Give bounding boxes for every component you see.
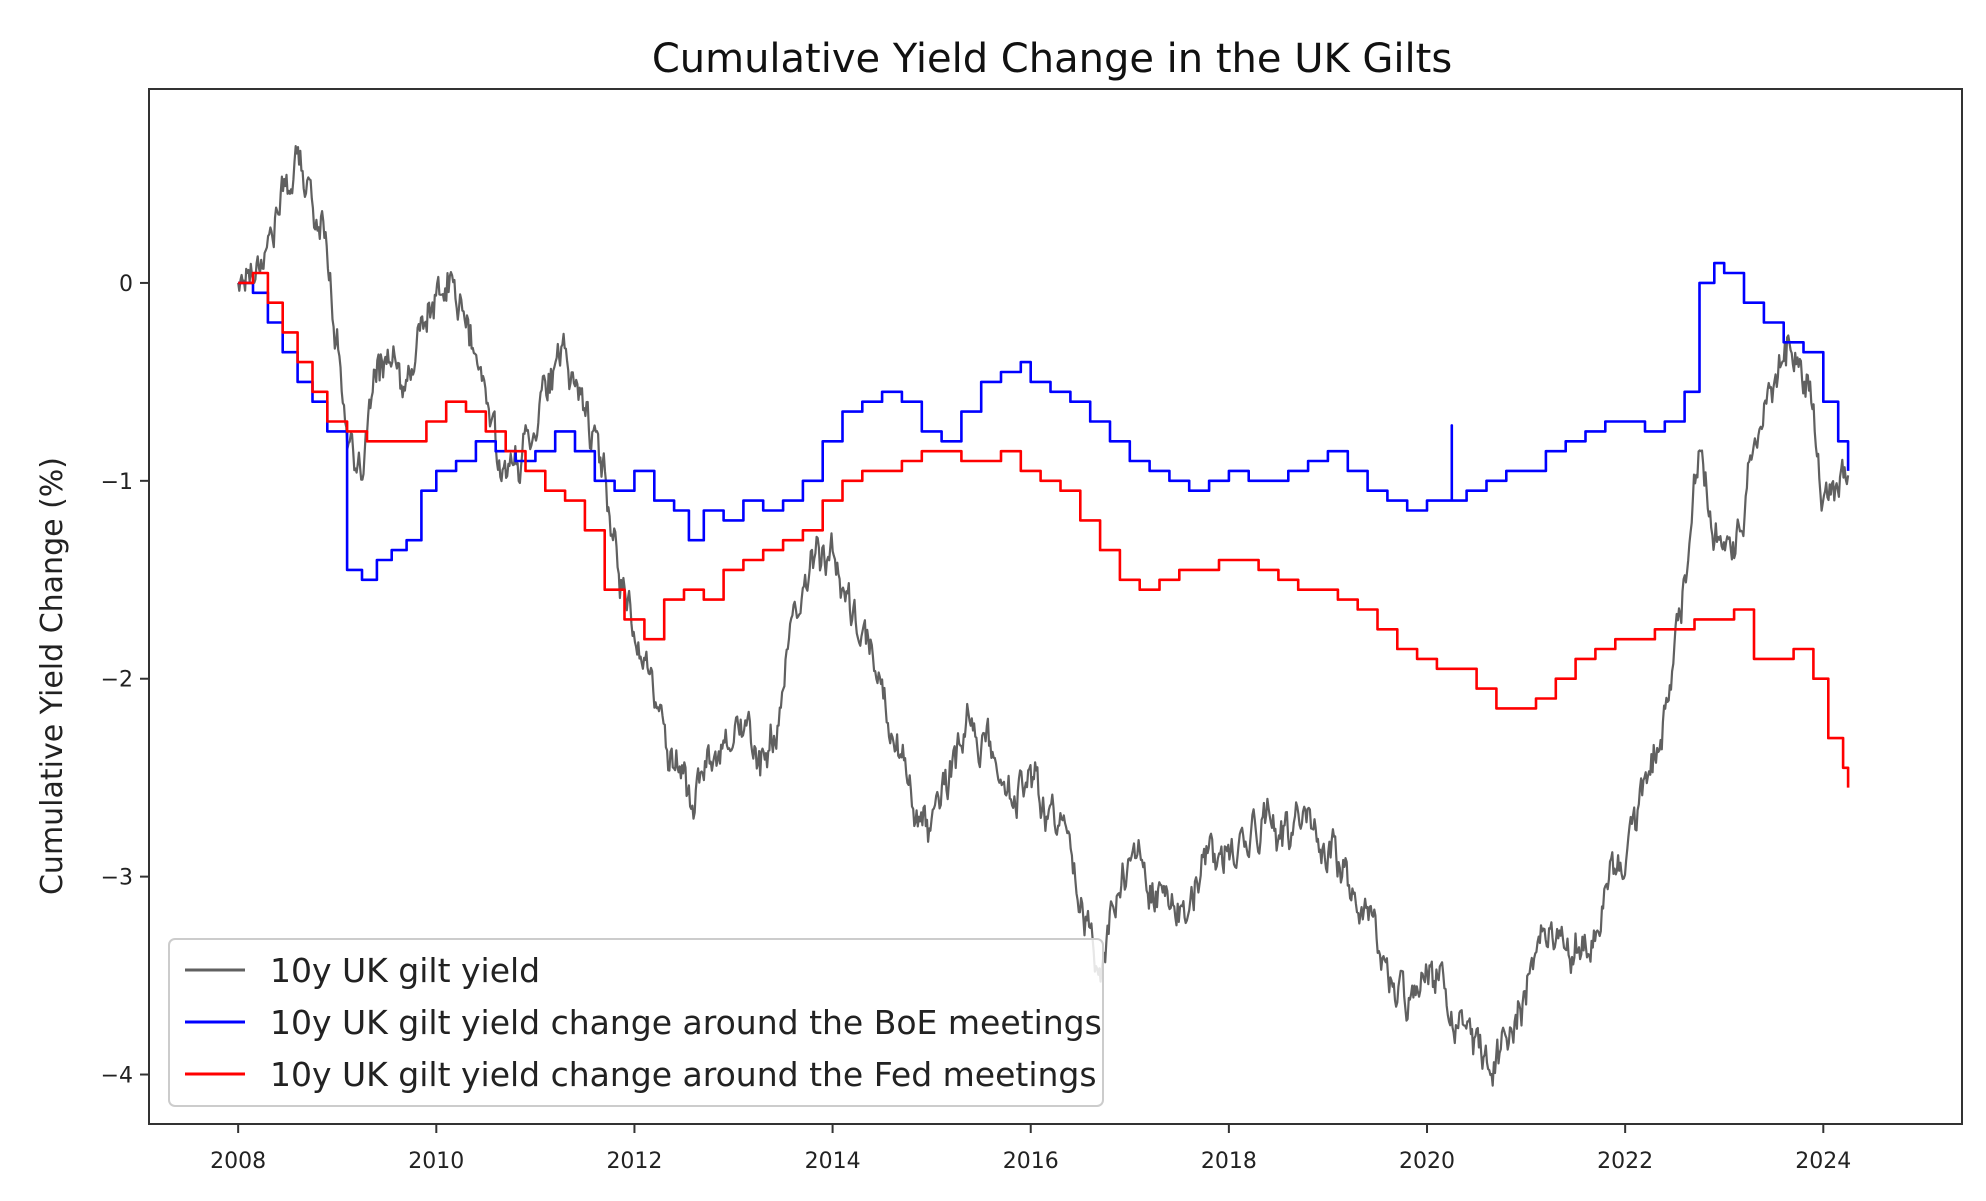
y-tick-label: −4 (101, 1064, 133, 1089)
x-tick-label: 2014 (805, 1149, 861, 1174)
legend-box (168, 938, 1104, 1107)
gilt-yield-line (237, 145, 1850, 1087)
x-tick-label: 2012 (606, 1149, 662, 1174)
legend: 10y UK gilt yield 10y UK gilt yield chang… (168, 938, 1104, 1107)
x-tick-label: 2008 (210, 1149, 266, 1174)
plot-frame (148, 88, 1963, 1125)
x-tick-label: 2016 (1003, 1149, 1059, 1174)
legend-label: 10y UK gilt yield (270, 951, 540, 990)
y-tick-label: −2 (101, 668, 133, 693)
legend-entry-fed: 10y UK gilt yield change around the Fed … (185, 1055, 1097, 1094)
chart-title: Cumulative Yield Change in the UK Gilts (652, 36, 1452, 82)
y-tick-label: −1 (101, 470, 133, 495)
legend-label: 10y UK gilt yield change around the Fed … (270, 1055, 1097, 1094)
x-axis: 2008 2010 2012 2014 2016 2018 2020 2022 2024 (210, 1124, 1851, 1174)
x-tick-label: 2024 (1795, 1149, 1851, 1174)
x-tick-label: 2022 (1597, 1149, 1653, 1174)
x-tick-label: 2010 (408, 1149, 464, 1174)
x-tick-label: 2018 (1201, 1149, 1257, 1174)
series-layer (237, 145, 1850, 1087)
legend-entry-boe: 10y UK gilt yield change around the BoE … (185, 1003, 1102, 1042)
y-tick-label: −3 (101, 866, 133, 891)
legend-label: 10y UK gilt yield change around the BoE … (270, 1003, 1102, 1042)
legend-entry-gilt: 10y UK gilt yield (185, 951, 540, 990)
x-tick-label: 2020 (1399, 1149, 1455, 1174)
y-tick-label: 0 (119, 272, 133, 297)
boe-yield-line (238, 261, 1850, 582)
y-axis-label: Cumulative Yield Change (%) (35, 457, 70, 895)
fed-yield-line (238, 271, 1850, 788)
y-axis: 0 −1 −2 −3 −4 (101, 272, 149, 1089)
